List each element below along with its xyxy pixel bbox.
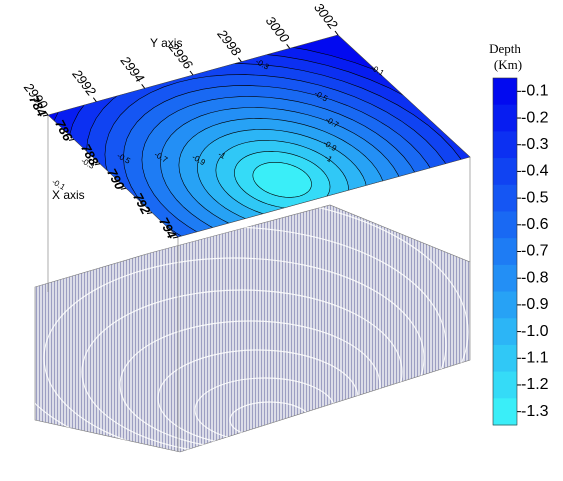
colorbar-tick-label: -0.4 <box>521 163 549 180</box>
y-tick <box>44 110 49 116</box>
colorbar-tick-label: -0.1 <box>521 83 549 100</box>
x-tick <box>172 236 179 239</box>
colorbar-tick-label: -0.2 <box>521 109 549 126</box>
y-tick <box>286 44 291 49</box>
connector-lines <box>47 115 471 452</box>
colorbar-band <box>493 158 517 186</box>
y-tick-label: 2998 <box>214 26 245 59</box>
x-axis-label: X axis <box>52 188 85 202</box>
y-tick-label: 3002 <box>311 0 341 33</box>
colorbar-frame <box>492 77 518 426</box>
colorbar-tick-label: -1.0 <box>521 323 549 340</box>
y-tick <box>334 30 339 36</box>
colorbar-band <box>493 264 517 293</box>
x-tick <box>120 187 127 190</box>
surface-mesh <box>34 204 471 453</box>
y-tick <box>237 57 242 62</box>
colorbar-tick-label: -0.7 <box>521 243 549 260</box>
colorbar-band <box>493 78 517 106</box>
x-tick <box>94 163 101 166</box>
colorbar-tick-label: -0.8 <box>521 269 549 286</box>
colorbar-band <box>493 184 517 212</box>
y-tick-label: 2994 <box>117 52 147 85</box>
colorbar-band <box>493 131 517 159</box>
colorbar-tick-label: -1.3 <box>521 403 549 420</box>
colorbar-band <box>493 238 517 266</box>
colorbar-band <box>493 211 517 239</box>
y-tick <box>141 84 146 89</box>
colorbar-band <box>493 104 517 132</box>
x-tick <box>42 114 49 117</box>
colorbar-band <box>493 398 517 426</box>
colorbar-band <box>493 344 517 373</box>
x-tick <box>146 212 153 215</box>
y-axis-label: Y axis <box>150 36 182 50</box>
y-tick <box>189 70 194 76</box>
colorbar-tick-label: -0.5 <box>521 189 549 206</box>
colorbar-band <box>493 371 517 399</box>
colorbar-tick-label: -0.9 <box>521 296 549 313</box>
contour-band <box>252 162 312 198</box>
colorbar-tick-label: -0.3 <box>521 136 549 153</box>
contour-label: -1 <box>216 150 227 162</box>
y-tick-label: 2992 <box>69 66 100 99</box>
y-tick <box>92 97 97 102</box>
colorbar-unit: (Km) <box>494 57 522 72</box>
x-tick <box>68 138 75 141</box>
colorbar-title: Depth <box>489 41 521 56</box>
y-tick-label: 3000 <box>263 13 293 46</box>
colorbar-tick-label: -0.6 <box>521 216 549 233</box>
colorbar-band <box>493 291 517 319</box>
colorbar-band <box>493 318 517 346</box>
contour-label: -1 <box>323 153 334 165</box>
colorbar-tick-label: -1.2 <box>521 376 549 393</box>
colorbar-tick-label: -1.1 <box>521 349 549 366</box>
